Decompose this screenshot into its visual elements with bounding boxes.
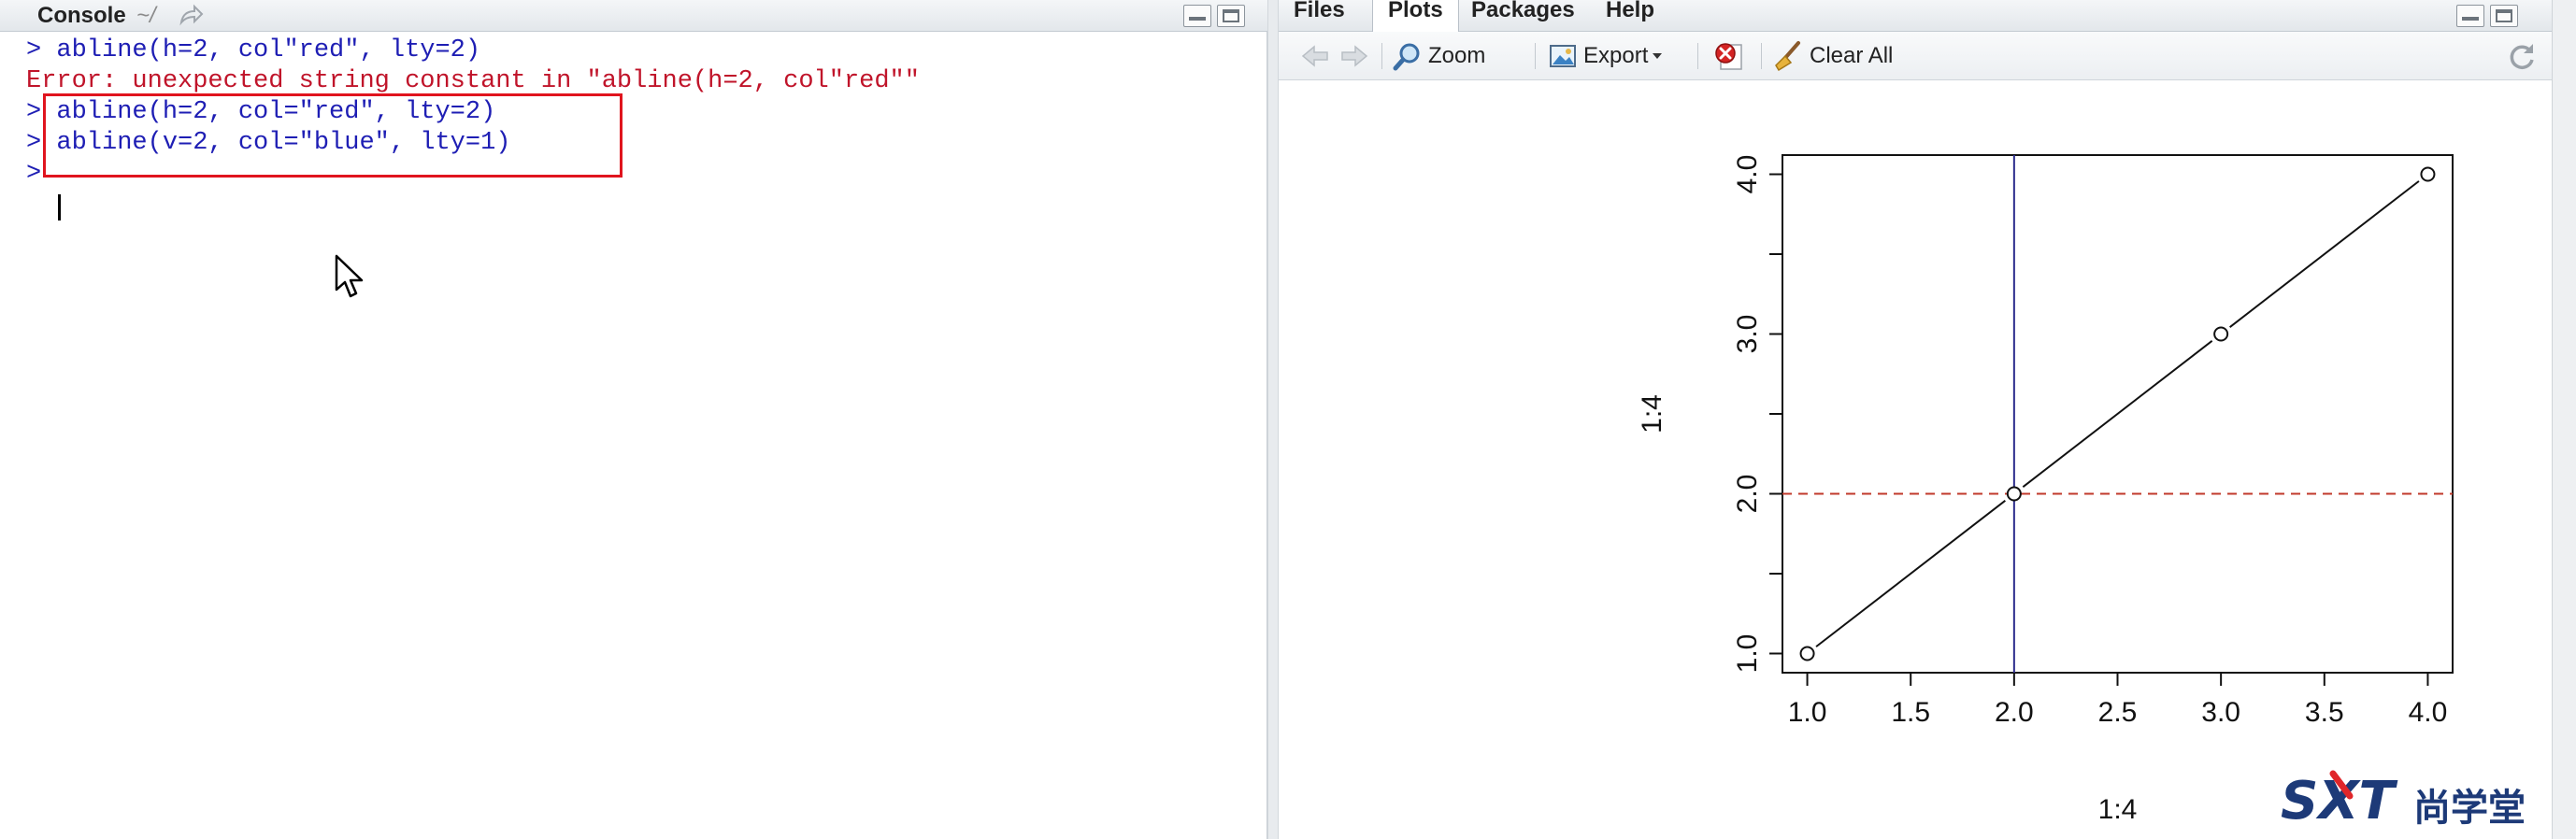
forward-arrow-icon[interactable] xyxy=(1338,39,1370,73)
zoom-button[interactable]: Zoom xyxy=(1393,39,1485,73)
x-axis-label: 1:4 xyxy=(2098,794,2138,825)
export-image-icon xyxy=(1550,45,1576,67)
plot-viewer: 1.0 1.5 2.0 2.5 3.0 3.5 4.0 1.0 2.0 3.0 4.0 1:4 1:4 xyxy=(1279,81,2552,839)
x-tick-label: 2.5 xyxy=(2098,697,2138,728)
zoom-label: Zoom xyxy=(1428,43,1486,68)
console-header: Console ~/ xyxy=(0,0,1267,32)
dropdown-arrow-icon xyxy=(1653,53,1663,59)
data-point xyxy=(2213,326,2229,342)
console-line: > abline(v=2, col="blue", lty=1) xyxy=(26,129,511,157)
console-line: > abline(h=2, col="red", lty=2) xyxy=(26,98,496,126)
x-tick-label: 1.0 xyxy=(1788,697,1827,728)
highlight-annotation-box xyxy=(43,93,623,178)
y-tick-label: 2.0 xyxy=(1732,475,1763,514)
export-button[interactable]: Export xyxy=(1548,39,1664,73)
series-line-segment xyxy=(1815,500,2006,647)
toolbar-separator xyxy=(1535,43,1536,69)
minimize-plots-button[interactable] xyxy=(2456,5,2484,27)
plots-pane: Files Plots Packages Help Zoom xyxy=(1279,0,2552,839)
sxt-logo-watermark: SXT 尚学堂 xyxy=(2277,768,2557,839)
console-working-dir[interactable]: ~/ xyxy=(136,3,156,28)
goto-directory-icon[interactable] xyxy=(178,4,204,28)
toolbar-separator xyxy=(1761,43,1762,69)
tab-bar: Files Plots Packages Help xyxy=(1279,0,2552,33)
plots-toolbar: Zoom Export Clear All xyxy=(1279,32,2552,80)
refresh-icon[interactable] xyxy=(2505,39,2539,73)
console-line: > abline(h=2, col"red", lty=2) xyxy=(26,36,481,64)
data-point xyxy=(2006,486,2022,502)
broom-icon xyxy=(1775,41,1800,72)
text-caret xyxy=(58,194,61,220)
tab-plots[interactable]: Plots xyxy=(1372,0,1459,33)
y-tick-label: 3.0 xyxy=(1732,315,1763,354)
x-tick-label: 3.0 xyxy=(2201,697,2240,728)
maximize-plots-button[interactable] xyxy=(2490,5,2518,27)
clear-all-label: Clear All xyxy=(1810,43,1894,68)
y-axis-label: 1:4 xyxy=(1637,394,1667,434)
x-tick-label: 4.0 xyxy=(2409,697,2448,728)
back-arrow-icon[interactable] xyxy=(1299,39,1331,73)
y-tick-label: 4.0 xyxy=(1732,155,1763,194)
data-point xyxy=(1799,646,1815,661)
maximize-console-button[interactable] xyxy=(1217,5,1245,27)
series-line-segment xyxy=(2229,180,2420,328)
data-point xyxy=(2420,166,2436,182)
remove-plot-icon[interactable] xyxy=(1712,39,1746,73)
minimize-console-button[interactable] xyxy=(1183,5,1211,27)
sxt-logo-icon: SXT xyxy=(2281,770,2398,832)
console-pane: Console ~/ > abline(h=2, col"red", lty=2… xyxy=(0,0,1267,839)
console-prompt[interactable]: > xyxy=(26,160,42,188)
y-tick-label: 1.0 xyxy=(1732,634,1763,674)
magnifier-icon xyxy=(1393,43,1420,71)
toolbar-separator xyxy=(1381,43,1382,69)
toolbar-separator xyxy=(1697,43,1698,69)
clear-all-button[interactable]: Clear All xyxy=(1770,39,1893,73)
pane-splitter[interactable] xyxy=(1267,0,1279,839)
x-tick-label: 3.5 xyxy=(2305,697,2344,728)
console-title: Console xyxy=(37,3,126,28)
x-tick-label: 1.5 xyxy=(1891,697,1930,728)
watermark-text: 尚学堂 xyxy=(2413,787,2526,830)
export-label: Export xyxy=(1583,43,1649,68)
tab-packages[interactable]: Packages xyxy=(1471,0,1575,22)
tab-help[interactable]: Help xyxy=(1606,0,1655,22)
window-scrollbar[interactable] xyxy=(2552,0,2576,839)
tab-files[interactable]: Files xyxy=(1294,0,1345,22)
console-error-line: Error: unexpected string constant in "ab… xyxy=(26,67,920,95)
console-output[interactable]: > abline(h=2, col"red", lty=2) Error: un… xyxy=(0,32,1267,839)
series-line-segment xyxy=(2022,340,2213,488)
mouse-pointer-icon xyxy=(335,254,364,298)
plot-canvas: 1.0 1.5 2.0 2.5 3.0 3.5 4.0 1.0 2.0 3.0 4.0 1:4 1:4 xyxy=(1637,154,2454,825)
x-tick-label: 2.0 xyxy=(1995,697,2034,728)
